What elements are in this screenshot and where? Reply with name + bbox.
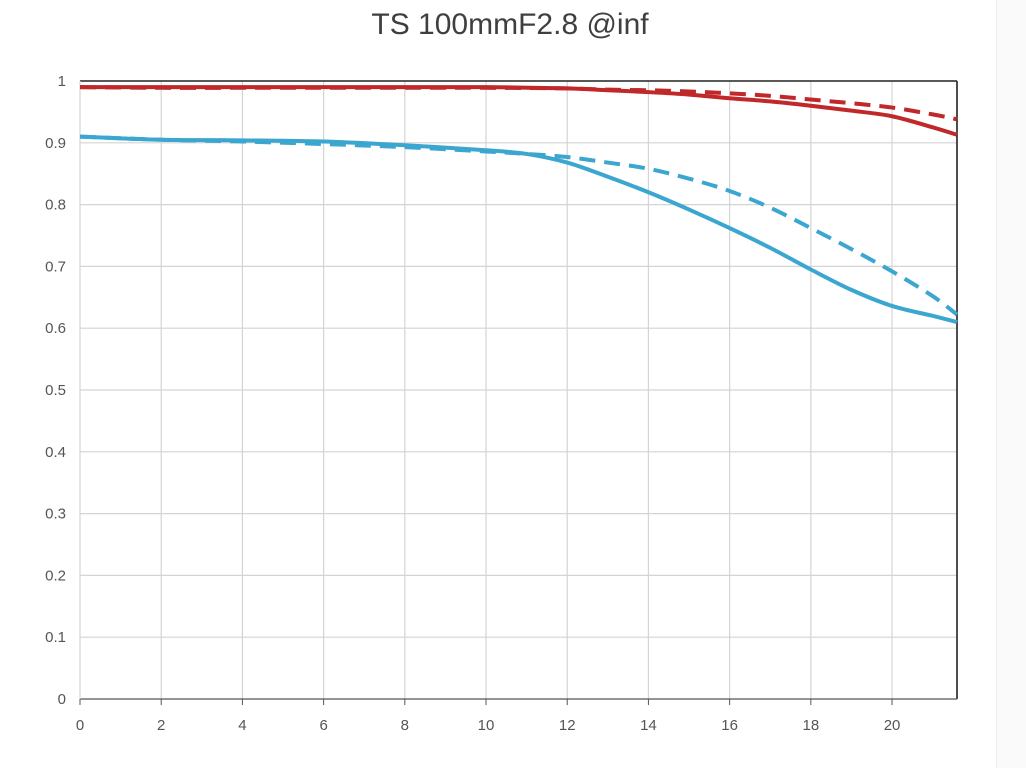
y-tick-label: 1 (58, 73, 66, 90)
x-tick-label: 8 (401, 717, 409, 734)
y-tick-label: 0.9 (45, 135, 66, 152)
y-tick-label: 0.2 (45, 567, 66, 584)
y-tick-label: 0.1 (45, 629, 66, 646)
x-tick-label: 10 (478, 717, 495, 734)
x-tick-label: 6 (319, 717, 327, 734)
series-line-4-dashed (79, 134, 959, 317)
y-tick-label: 0.6 (45, 320, 66, 337)
series-line-1-solid (80, 85, 958, 137)
x-tick-label: 14 (640, 717, 657, 734)
x-tick-label: 20 (884, 717, 901, 734)
page-right-edge (996, 0, 1026, 768)
axes (79, 80, 958, 705)
x-tick-labels: 0 2 4 6 8 10 12 14 16 18 20 (76, 717, 901, 734)
series-lines (79, 85, 959, 324)
series-line-3-solid (79, 134, 958, 324)
y-tick-label: 0.8 (45, 197, 66, 214)
x-tick-label: 12 (559, 717, 576, 734)
y-tick-label: 0 (58, 691, 66, 708)
chart-title: TS 100mmF2.8 @inf (371, 8, 649, 41)
y-tick-label: 0.4 (45, 444, 66, 461)
x-tick-label: 18 (802, 717, 819, 734)
x-tick-label: 4 (238, 717, 246, 734)
x-tick-label: 2 (157, 717, 165, 734)
y-tick-label: 0.5 (45, 382, 66, 399)
y-tick-labels: 0 0.1 0.2 0.3 0.4 0.5 0.6 0.7 0.8 0.9 1 (45, 73, 66, 708)
series-line-2-dashed (79, 85, 958, 122)
grid (80, 81, 957, 699)
x-tick-label: 0 (76, 717, 84, 734)
y-tick-label: 0.3 (45, 506, 66, 523)
x-tick-label: 16 (721, 717, 738, 734)
y-tick-label: 0.7 (45, 258, 66, 275)
